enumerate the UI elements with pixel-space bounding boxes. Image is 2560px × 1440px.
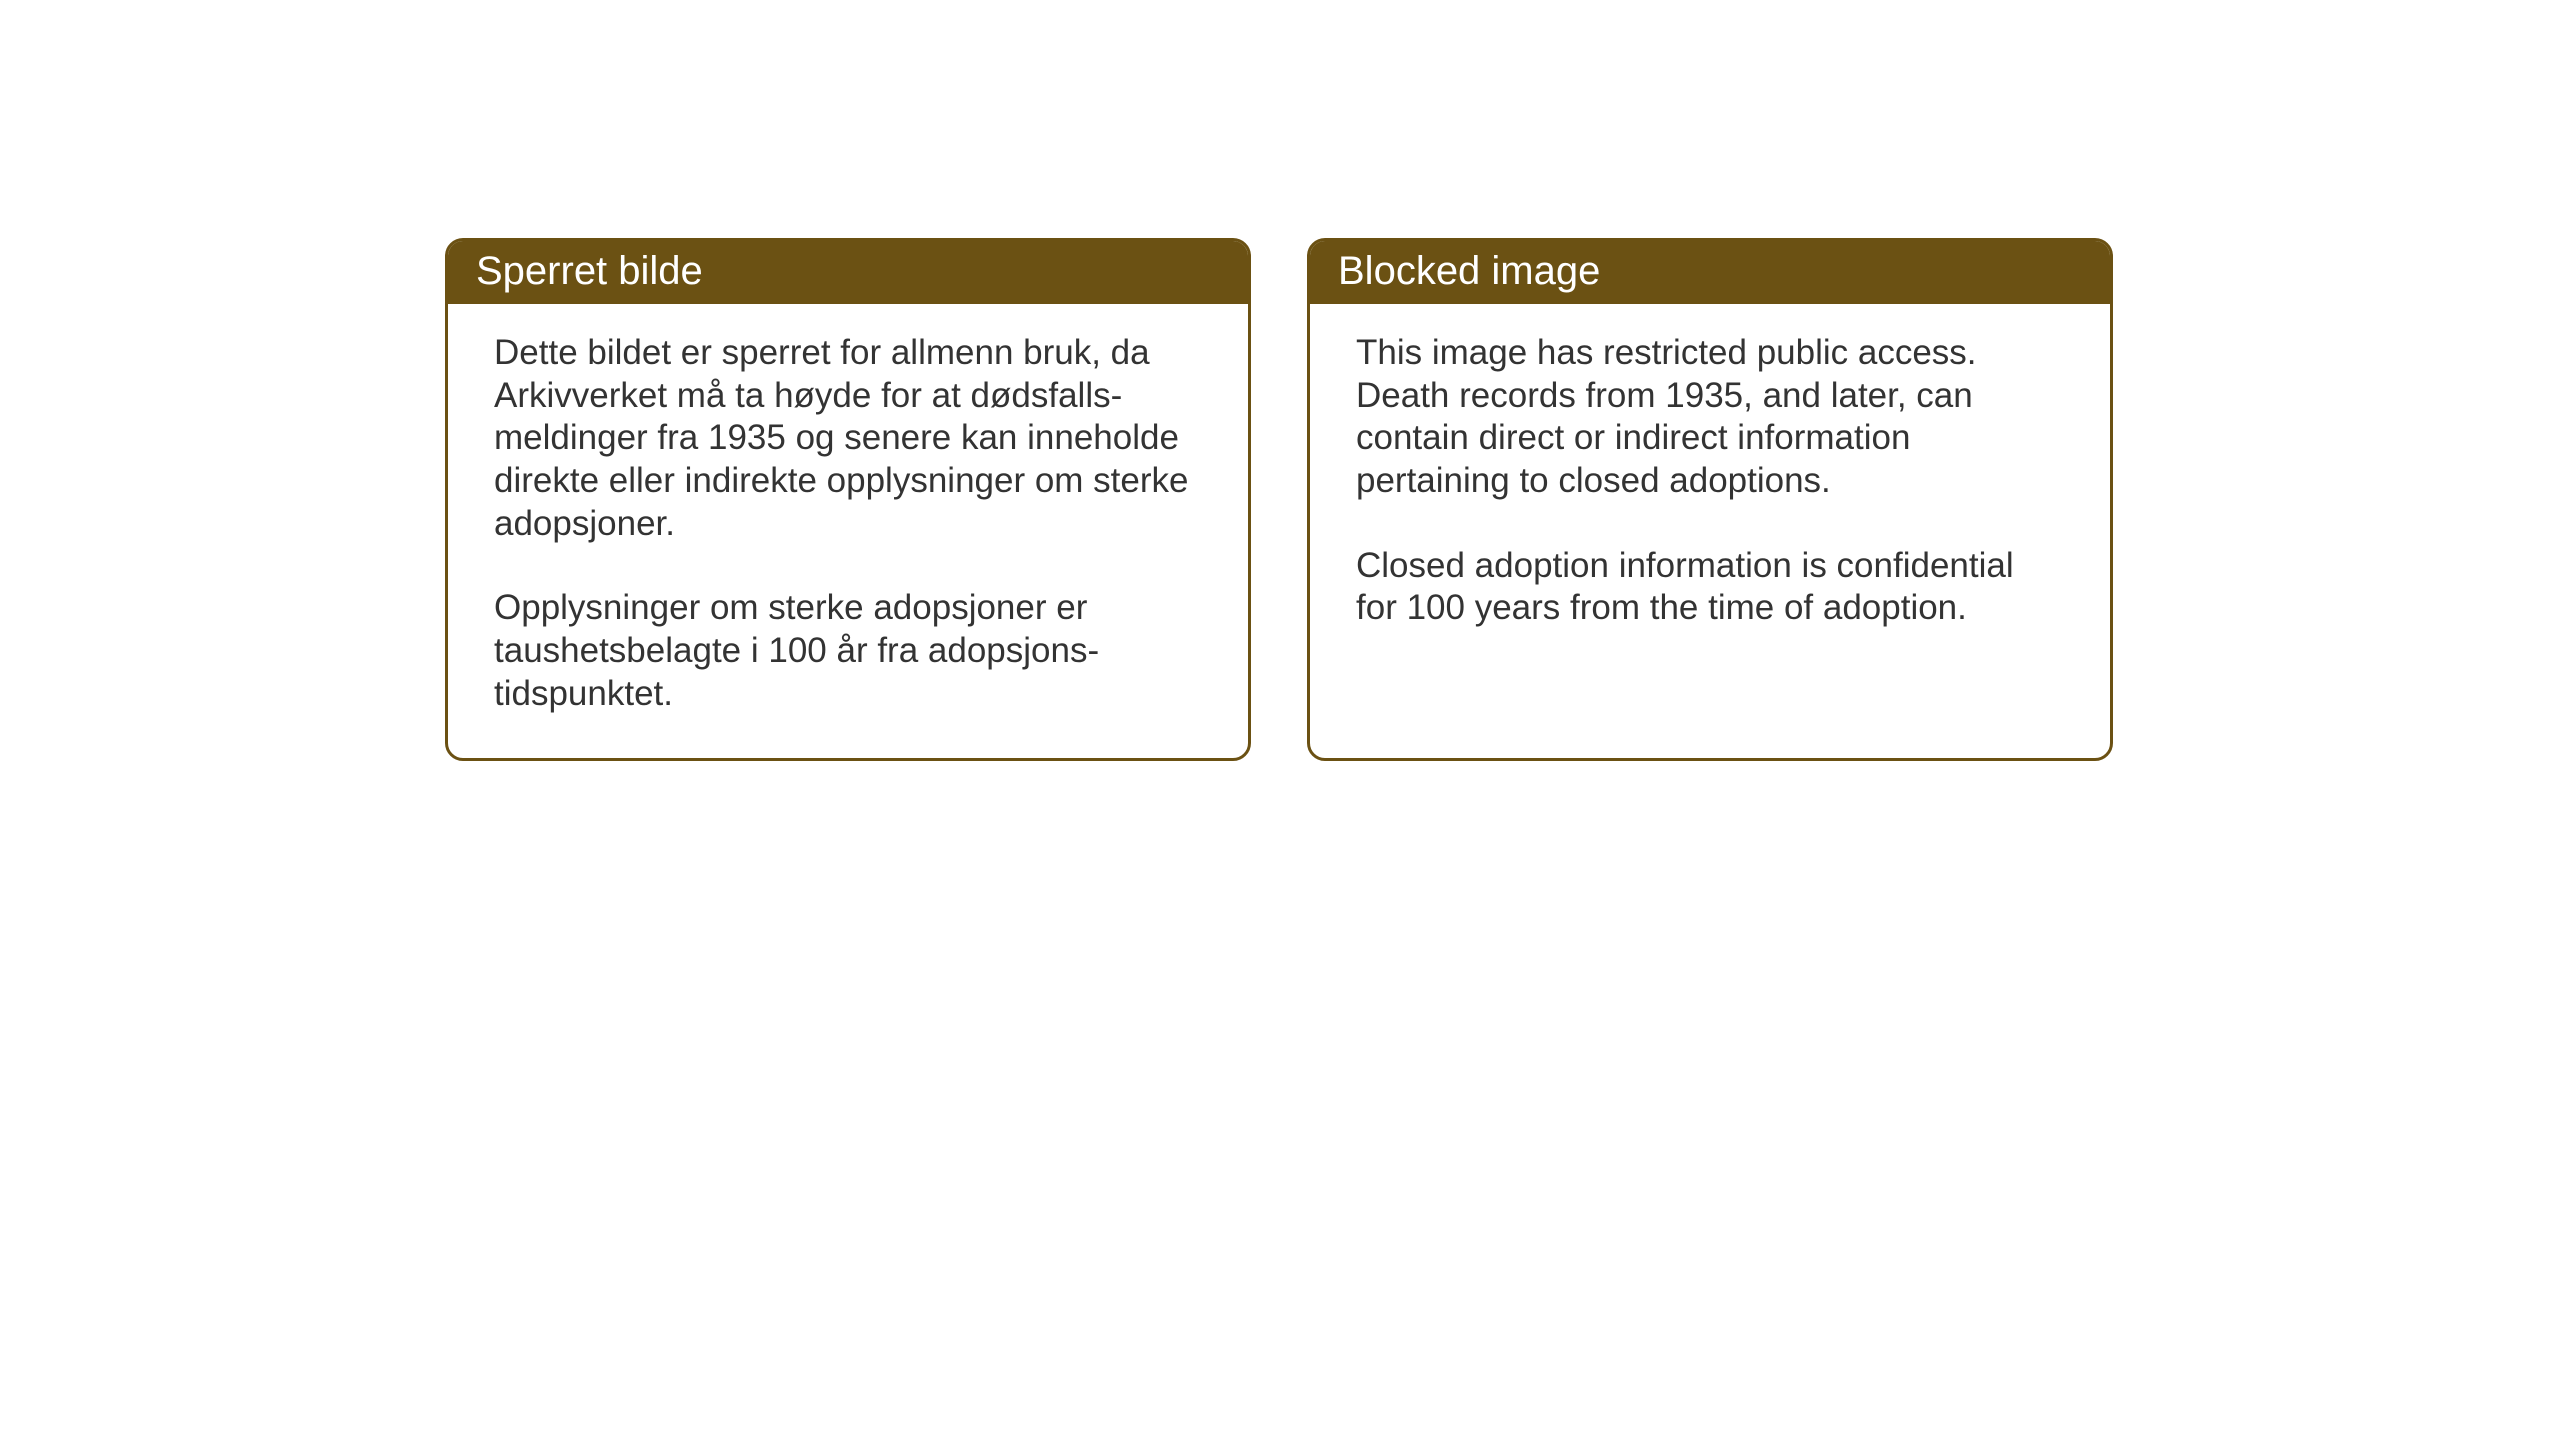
notice-paragraph-1: Dette bildet er sperret for allmenn bruk… xyxy=(494,332,1202,545)
notice-header: Blocked image xyxy=(1310,241,2110,304)
notice-body: This image has restricted public access.… xyxy=(1310,304,2110,672)
notice-paragraph-1: This image has restricted public access.… xyxy=(1356,332,2064,503)
notice-paragraph-2: Opplysninger om sterke adopsjoner er tau… xyxy=(494,587,1202,715)
notice-box-english: Blocked image This image has restricted … xyxy=(1307,238,2113,761)
notice-paragraph-2: Closed adoption information is confident… xyxy=(1356,545,2064,630)
notice-body: Dette bildet er sperret for allmenn bruk… xyxy=(448,304,1248,758)
notice-container: Sperret bilde Dette bildet er sperret fo… xyxy=(445,238,2113,761)
notice-box-norwegian: Sperret bilde Dette bildet er sperret fo… xyxy=(445,238,1251,761)
notice-header: Sperret bilde xyxy=(448,241,1248,304)
